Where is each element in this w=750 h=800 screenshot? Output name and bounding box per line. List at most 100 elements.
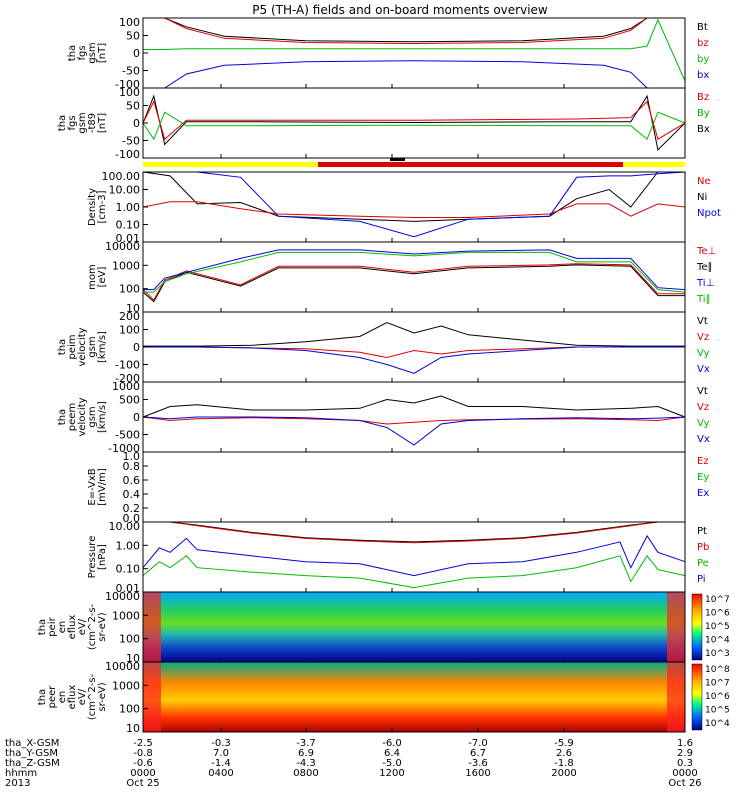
x-axis-value: -5.0 — [382, 758, 402, 769]
panel-peer-spec-ylabel: sr-eV) — [97, 682, 108, 711]
panel-fgs-t89-ytick-label: 0 — [133, 117, 140, 130]
panel-peim-velocity-ylabel: [km/s] — [97, 331, 108, 363]
panel-efield-legend-0: Ez — [697, 456, 709, 467]
panel-temperature-legend-1: Te∥ — [696, 262, 713, 273]
panel-peer-spec-ylabel: eflux — [67, 685, 78, 710]
x-axis-row-label: tha_Z-GSM — [5, 758, 60, 769]
panel-fgs-t89-ytick-label: 50 — [126, 100, 140, 113]
panel-peir-spec-spectrogram — [143, 592, 685, 662]
mode-bar-slow-survey — [143, 162, 318, 167]
x-axis-row-label: hhmm — [5, 768, 37, 779]
x-axis-value: 6.4 — [384, 748, 400, 759]
panel-peir-spec-ytick-label: 10 — [126, 652, 140, 665]
panel-peer-spec-colorbar — [691, 663, 703, 731]
panel-peer-spec-frame — [142, 661, 686, 733]
panel-fgs-series-1 — [143, 17, 658, 45]
panel-efield-ytick-label: 0.8 — [123, 460, 141, 473]
panel-peim-velocity-legend-1: Vz — [697, 332, 709, 343]
x-axis-row-label: tha_X-GSM — [5, 738, 59, 749]
panel-density-ytick-label: 100.00 — [102, 170, 141, 183]
panel-peim-velocity-legend-2: Vy — [697, 348, 710, 359]
panel-efield-frame — [142, 451, 686, 523]
panel-fgs-t89-ylabel: -t89 — [87, 113, 98, 133]
panel-peem-velocity-series-1 — [142, 416, 686, 425]
x-axis-row-label: tha_Y-GSM — [5, 748, 58, 759]
panel-peim-velocity-ytick-label: 0 — [133, 341, 140, 354]
panel-fgs-series-3 — [143, 60, 658, 89]
panel-temperature: 10000 1000 100 10 mom [eV] Te⊥ Te∥ Ti⊥ Ti∥ — [87, 240, 716, 315]
panel-peer-spec-ytick-label: 10000 — [105, 660, 140, 673]
panel-peem-velocity-ylabel: velocity — [77, 397, 88, 436]
panel-pressure: 10.00 1.00 0.10 0.01 Pressure [nPa] Pt Pb Pe Pi — [87, 520, 709, 595]
panel-peer-spec-colorbar-label: 10^4 — [705, 719, 730, 729]
panel-fgs-ytick-label: 0 — [133, 47, 140, 60]
panel-pressure-series-0 — [170, 521, 658, 543]
panel-pressure-ytick-label: 0.01 — [116, 582, 141, 595]
panel-fgs-t89-series-2 — [142, 111, 686, 141]
panel-peem-velocity-ylabel: peem — [67, 403, 78, 431]
panel-fgs-t89-ylabel: fgs — [67, 115, 78, 130]
panel-peem-velocity-legend-0: Vt — [697, 386, 708, 397]
panel-fgs-ytick-label: 100 — [119, 16, 140, 29]
x-axis-value: -5.9 — [554, 738, 574, 749]
x-axis-value: 1200 — [379, 768, 404, 779]
panel-peir-spec-ylabel: sr-eV) — [97, 612, 108, 641]
panel-peim-velocity-ytick-label: -100 — [115, 359, 140, 372]
panel-density-ytick-label: 0.01 — [116, 232, 141, 245]
panel-temperature-ylabel: [eV] — [97, 267, 108, 288]
panel-peir-spec: 10^7 10^6 10^5 10^4 10^3 10000 1000 100 10 tha pei… — [37, 590, 730, 665]
panel-peer-spec-ylabel: eV/ — [77, 688, 88, 705]
panel-peir-spec-colorbar-label: 10^4 — [705, 636, 730, 646]
panel-density-legend-0: Ne — [697, 176, 711, 187]
panel-peir-spec-ylabel: en — [57, 621, 68, 634]
panel-peir-spec-colorbar — [691, 593, 703, 661]
panel-density-legend-2: Npot — [697, 208, 721, 219]
x-axis-value: -0.3 — [211, 738, 231, 749]
panel-peer-spec-colorbar-label: 10^8 — [705, 665, 730, 675]
x-axis-labels: tha_X-GSM -2.5 -0.3 -3.7 -6.0 -7.0 -5.9 1.6 tha_… — [5, 738, 702, 789]
panel-fgs-legend-1: bz — [697, 38, 709, 49]
panel-fgs-frame — [142, 17, 686, 89]
panel-density-series-0 — [142, 171, 685, 222]
panel-peim-velocity-ylabel: gsm — [87, 336, 98, 357]
panel-peer-spec-edge-left — [143, 662, 161, 732]
panel-peem-velocity-ylabel: [km/s] — [97, 401, 108, 433]
x-axis-value: -2.5 — [133, 738, 153, 749]
x-axis-value: 0000 — [130, 768, 155, 779]
x-axis-value: 1600 — [465, 768, 490, 779]
panel-density-legend-1: Ni — [697, 192, 707, 203]
x-axis-value: 0800 — [293, 768, 318, 779]
x-axis-value: 0.3 — [677, 758, 693, 769]
panel-fgs-t89-frame — [142, 87, 686, 159]
panel-temperature-series-3 — [143, 251, 686, 293]
panel-pressure-ytick-label: 1.00 — [116, 539, 141, 552]
panel-peer-spec-ytick-label: 100 — [119, 703, 140, 716]
x-axis-value: Oct 25 — [126, 778, 159, 789]
panel-peir-spec-colorbar-label: 10^7 — [705, 595, 730, 605]
panel-peer-spec-colorbar-label: 10^6 — [705, 692, 730, 702]
panel-fgs-t89-legend-0: Bz — [697, 92, 709, 103]
panel-peim-velocity-ytick-label: 100 — [119, 324, 140, 337]
panel-temperature-series-1 — [142, 263, 685, 301]
x-axis-value: 2.6 — [556, 748, 572, 759]
x-axis-value: -0.6 — [133, 758, 153, 769]
x-axis-value: -0.8 — [133, 748, 153, 759]
panel-density-series-1 — [142, 201, 686, 218]
panel-pressure-ylabel: Pressure — [87, 536, 98, 579]
panel-pressure-frame — [142, 521, 686, 593]
panel-temperature-series-2 — [143, 249, 686, 291]
mode-bar-slow-survey-end — [623, 162, 685, 167]
panel-pressure-series-2 — [142, 534, 686, 577]
panel-temperature-ylabel: mom — [87, 264, 98, 290]
panel-efield-ytick-label: 0.0 — [123, 512, 141, 525]
panel-peem-velocity-ytick-label: 1000 — [112, 380, 140, 393]
panel-peir-spec-ytick-label: 1000 — [112, 609, 140, 622]
panel-peir-spec-ylabel: peir — [47, 616, 58, 636]
panel-peir-spec-ylabel: (cm^2-s- — [87, 603, 98, 650]
panel-pressure-legend-3: Pi — [697, 574, 706, 585]
panel-temperature-ytick-label: 10 — [126, 302, 140, 315]
mode-bar-fast-survey — [318, 162, 623, 167]
x-axis-value: 0400 — [208, 768, 233, 779]
panel-pressure-series-1 — [170, 521, 658, 544]
